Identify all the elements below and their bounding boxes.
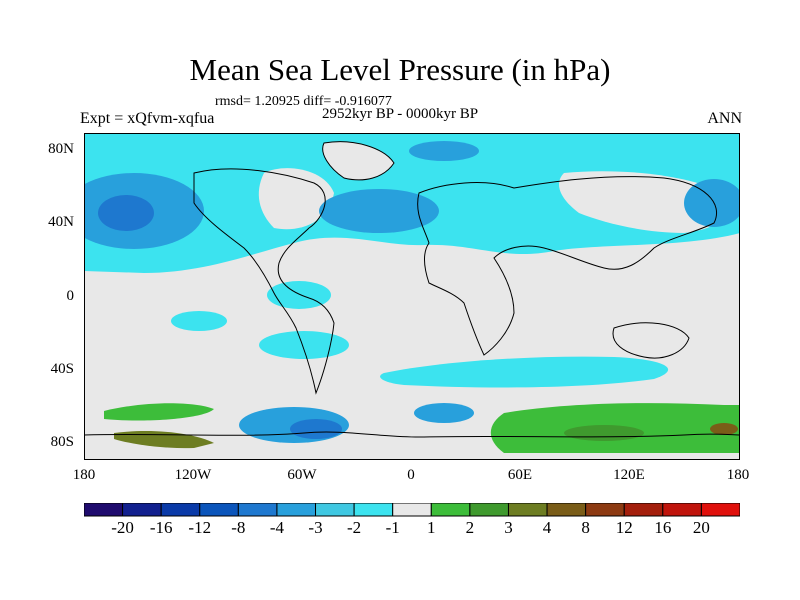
colorbar-label: 2	[465, 518, 475, 537]
colorbar-swatch	[237, 503, 278, 517]
colorbar-swatch	[199, 503, 239, 517]
colorbar-swatch	[662, 503, 702, 517]
lon-label-0: 0	[407, 467, 415, 483]
australia-coastline	[612, 322, 690, 359]
lat-label-40n: 40N	[48, 214, 74, 230]
pressure-map	[84, 133, 740, 460]
colorbar-swatch	[623, 503, 664, 517]
lat-label-80s: 80S	[50, 434, 74, 450]
lat-label-40s: 40S	[50, 361, 74, 377]
blue-region-arctic	[409, 141, 479, 161]
antarctica-coastline	[84, 431, 740, 438]
colorbar-swatch	[585, 503, 625, 517]
map-title: Mean Sea Level Pressure (in hPa)	[189, 52, 611, 87]
colorbar-swatch	[122, 503, 162, 517]
brown-region-antarctic	[710, 423, 738, 435]
colorbar-label: -12	[188, 518, 212, 537]
colorbar-swatch	[507, 503, 548, 517]
colorbar-label: -20	[111, 518, 134, 537]
colorbar-swatch	[276, 503, 317, 517]
lon-label-60e: 60E	[507, 467, 533, 483]
map-frame	[84, 133, 740, 460]
experiment-label: Expt = xQfvm-xqfua	[80, 110, 215, 127]
colorbar-label: -4	[269, 518, 285, 537]
season-label: ANN	[707, 110, 742, 127]
cyan-region-tropical-pacific	[267, 281, 331, 309]
colorbar-swatch	[469, 503, 509, 517]
colorbar-swatch	[353, 503, 394, 517]
grey-region-greenland	[322, 141, 394, 180]
colorbar-label: 3	[504, 518, 513, 537]
colorbar-label: 20	[692, 518, 710, 537]
lat-label-0: 0	[66, 288, 75, 304]
colorbar-label: 12	[615, 518, 633, 537]
greenland-coastline	[322, 141, 395, 181]
colorbar-label: 1	[427, 518, 436, 537]
lon-label-120w: 120W	[174, 467, 212, 483]
lon-label-180w: 180	[72, 467, 96, 483]
colorbar-swatch	[160, 503, 201, 517]
colorbar-label: -3	[308, 518, 323, 537]
colorbar-label: 16	[654, 518, 672, 537]
blue-region-north-pacific-east	[684, 179, 740, 227]
lon-label-60w: 60W	[287, 467, 317, 483]
blue-region-south-atlantic	[414, 403, 474, 423]
darker-blue-north-pacific	[98, 195, 154, 231]
colorbar-swatch	[700, 503, 740, 517]
darker-blue-weddell	[290, 419, 342, 439]
colorbar-label: -8	[231, 518, 246, 537]
colorbar-label: -16	[149, 518, 173, 537]
green-region-south-pacific	[104, 403, 214, 421]
blue-region-north-atlantic	[319, 189, 439, 233]
cyan-region-south-pacific-east	[259, 331, 349, 359]
colorbar-label: -2	[347, 518, 362, 537]
eurasia-africa-coastline	[417, 176, 717, 356]
darker-green-antarctic	[564, 425, 644, 441]
colorbar-swatch	[392, 503, 432, 517]
stats-text: rmsd= 1.20925 diff= -0.916077	[215, 94, 392, 109]
colorbar-label: 4	[542, 518, 552, 537]
cyan-region-south-pacific	[171, 311, 227, 331]
colorbar-swatch	[84, 503, 124, 517]
colorbar-label: -1	[385, 518, 400, 537]
cyan-band-southern-ocean	[380, 356, 669, 388]
americas-coastline	[193, 168, 335, 395]
colorbar-swatch	[315, 503, 355, 517]
coastlines	[84, 141, 740, 438]
lon-label-180e: 180	[726, 467, 750, 483]
colorbar-swatch	[546, 503, 587, 517]
colorbar-swatch	[430, 503, 471, 517]
colorbar-label: 8	[581, 518, 590, 537]
grey-region-asia	[559, 171, 728, 233]
lon-label-120e: 120E	[613, 467, 645, 483]
lat-label-80n: 80N	[48, 141, 74, 157]
period-text: 2952kyr BP - 0000kyr BP	[322, 106, 479, 122]
colorbar	[84, 503, 740, 517]
